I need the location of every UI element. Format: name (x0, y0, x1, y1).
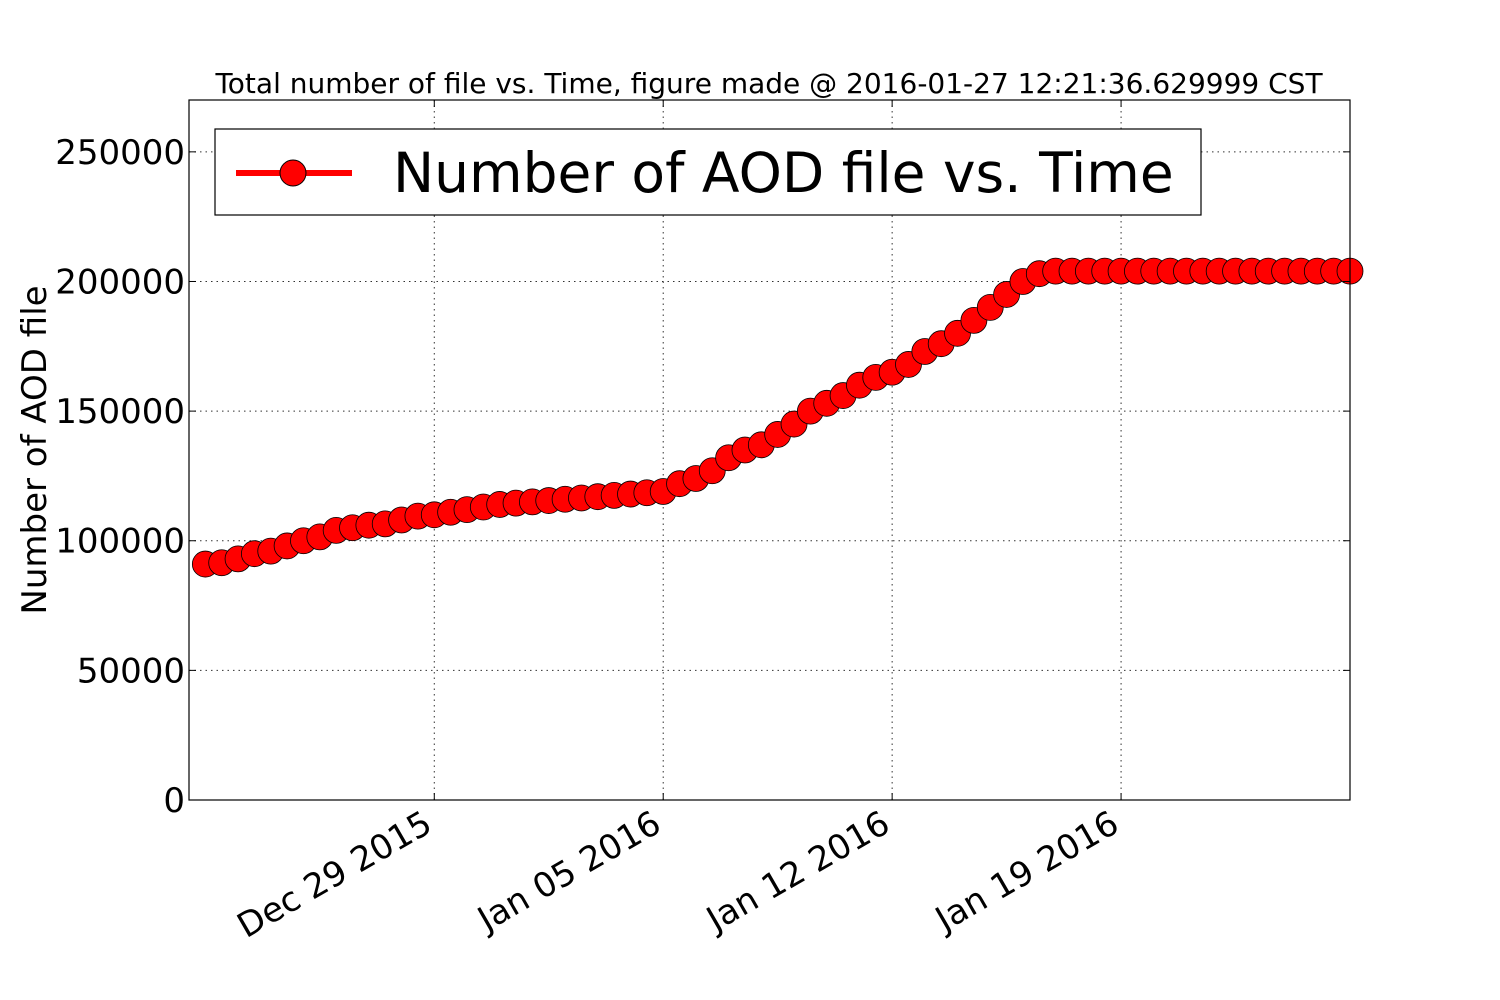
chart-title: Total number of file vs. Time, figure ma… (214, 67, 1323, 100)
legend-label: Number of AOD file vs. Time (393, 141, 1174, 205)
legend: Number of AOD file vs. Time (214, 128, 1202, 216)
y-tick-label: 200000 (55, 262, 185, 302)
series-line (191, 257, 1364, 578)
plot-frame (188, 99, 1351, 801)
y-tick-label: 250000 (55, 133, 185, 173)
legend-marker-swatch (279, 159, 307, 187)
y-axis-label: Number of AOD file (15, 285, 55, 614)
legend-frame (214, 128, 1202, 216)
y-axis-ticks: 0 50000 100000 150000 200000 250000 (55, 133, 1350, 821)
y-tick-label: 50000 (77, 651, 185, 691)
y-tick-label: 0 (163, 781, 185, 821)
y-tick-label: 100000 (55, 522, 185, 562)
y-tick-label: 150000 (55, 392, 185, 432)
axes (188, 99, 1351, 801)
